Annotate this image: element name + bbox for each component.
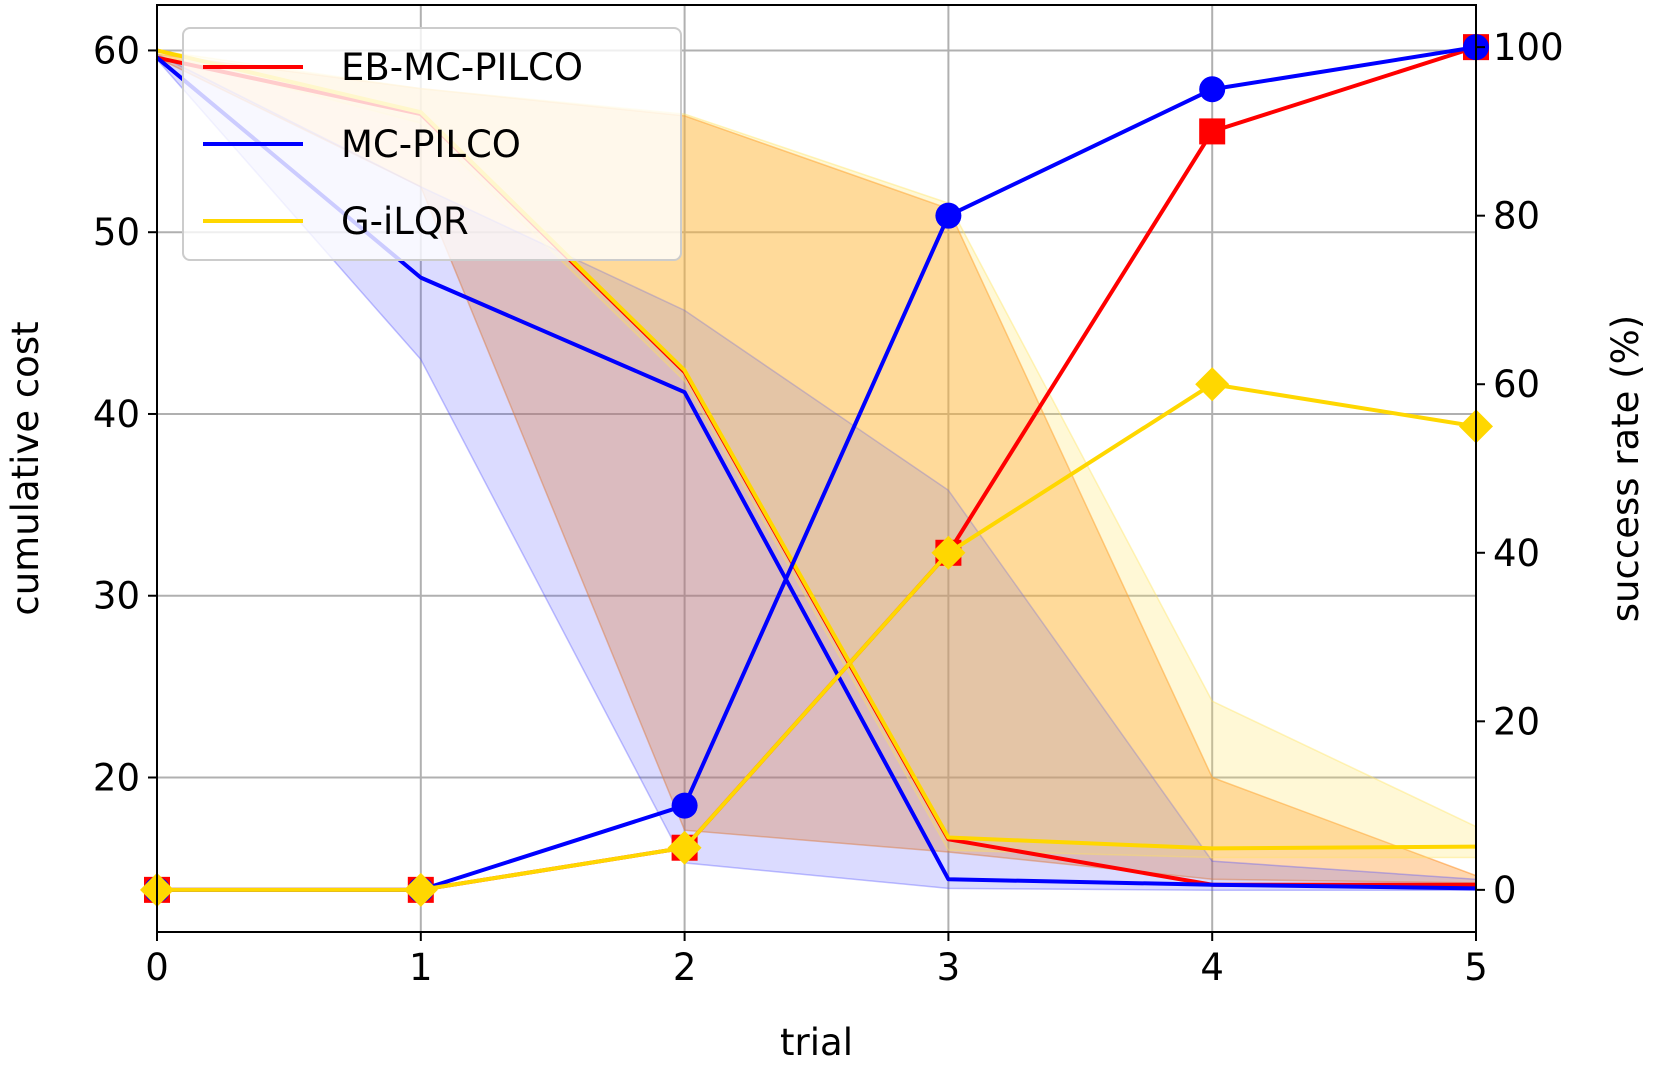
legend-label-g-ilqr: G-iLQR — [341, 200, 469, 243]
y2-tick-label-20: 20 — [1493, 700, 1540, 743]
y2-tick-label-60: 60 — [1493, 363, 1540, 406]
x-tick-label-5: 5 — [1464, 946, 1488, 989]
success-marker-mc-pilco-4 — [1199, 76, 1226, 103]
y-axis-ticks: 20 30 40 50 60 — [93, 29, 157, 800]
y2-tick-label-80: 80 — [1493, 195, 1540, 238]
y2-tick-label-100: 100 — [1493, 26, 1564, 69]
success-line-g-ilqr — [157, 382, 1477, 892]
x-tick-label-2: 2 — [673, 946, 697, 989]
y-tick-label-50: 50 — [93, 211, 140, 254]
y-tick-label-20: 20 — [93, 757, 140, 800]
success-marker-g-ilqr-3 — [931, 535, 966, 570]
x-tick-label-1: 1 — [409, 946, 433, 989]
success-marker-mc-pilco-2 — [671, 792, 698, 819]
x-tick-label-4: 4 — [1200, 946, 1224, 989]
legend-label-mc-pilco: MC-PILCO — [341, 123, 521, 166]
legend-label-eb-mc-pilco: EB-MC-PILCO — [341, 46, 583, 89]
x-axis-label: trial — [780, 1021, 853, 1064]
x-tick-label-3: 3 — [937, 946, 961, 989]
x-axis-ticks: 0 1 2 3 4 5 — [145, 932, 1488, 989]
plot-frame — [156, 4, 1477, 933]
y2-axis-ticks: 0 20 40 60 80 100 — [1476, 26, 1564, 912]
y2-axis-label: success rate (%) — [1604, 315, 1647, 622]
x-tick-label-0: 0 — [145, 946, 169, 989]
y2-tick-label-40: 40 — [1493, 532, 1540, 575]
y-axis-label: cumulative cost — [4, 321, 47, 615]
y2-tick-label-0: 0 — [1493, 869, 1517, 912]
success-marker-g-ilqr-2 — [667, 830, 702, 865]
legend-box — [182, 27, 682, 261]
y-tick-label-30: 30 — [93, 575, 140, 618]
success-marker-eb-mc-pilco-4 — [1199, 118, 1226, 145]
success-marker-g-ilqr-4 — [1195, 367, 1230, 402]
legend: EB-MC-PILCO MC-PILCO G-iLQR — [182, 27, 682, 261]
y-tick-label-60: 60 — [93, 29, 140, 72]
success-marker-g-ilqr-1 — [403, 872, 438, 907]
y-tick-label-40: 40 — [93, 393, 140, 436]
success-marker-mc-pilco-3 — [935, 202, 962, 229]
